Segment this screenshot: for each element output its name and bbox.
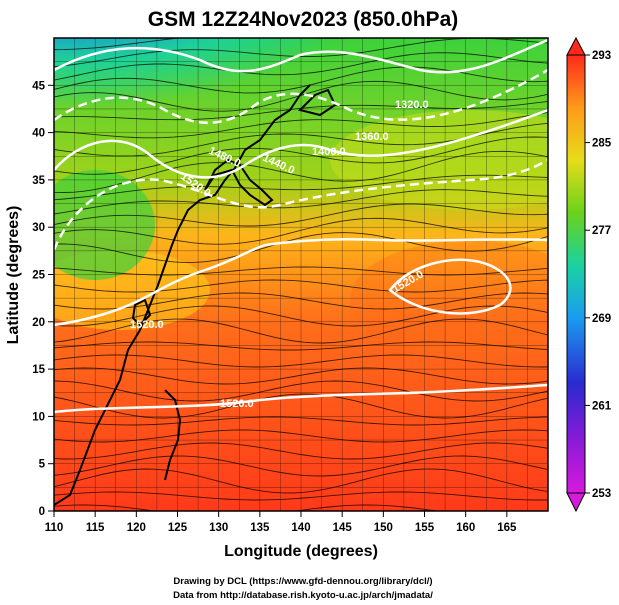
- contour-label: 1520.0: [220, 398, 254, 410]
- contour-label: 1400.0: [312, 146, 346, 158]
- streamline: [54, 367, 548, 385]
- streamline: [54, 52, 548, 81]
- streamline: [54, 468, 548, 494]
- y-tick-label: 0: [39, 506, 45, 518]
- streamline: [54, 292, 548, 310]
- map-title: GSM 12Z24Nov2023 (850.0hPa): [148, 8, 459, 31]
- x-tick-label: 115: [86, 522, 105, 534]
- x-tick-label: 160: [456, 522, 475, 534]
- streamline: [54, 100, 548, 121]
- streamline: [54, 38, 364, 51]
- contour-label: 1360.0: [355, 131, 389, 143]
- x-tick-label: 125: [168, 522, 188, 534]
- warm-region-east: [350, 240, 548, 360]
- credit-line-data: Data from http://database.rish.kyoto-u.a…: [173, 590, 433, 601]
- colorbar-top-arrow: [566, 36, 586, 56]
- plot-area: 1320.0 1360.0 1400.0 1440.0 1480.0 1520.…: [54, 38, 548, 511]
- x-tick-label: 150: [374, 522, 393, 534]
- contour-label: 1520.0: [130, 319, 164, 331]
- credit-line-drawing: Drawing by DCL (https://www.gfd-dennou.o…: [173, 576, 432, 587]
- y-tick-label: 45: [32, 80, 45, 92]
- streamline: [54, 112, 548, 139]
- streamline: [54, 380, 548, 402]
- colorbar-tick-label: 285: [592, 138, 612, 150]
- streamline: [54, 429, 548, 443]
- y-tick-label: 10: [32, 411, 45, 423]
- y-tick-label: 5: [39, 459, 46, 471]
- streamline: [54, 189, 548, 215]
- y-tick-label: 25: [32, 270, 45, 282]
- streamline: [54, 136, 548, 175]
- y-tick-label: 35: [32, 175, 45, 187]
- coastline: [54, 84, 337, 506]
- y-tick-label: 30: [32, 222, 45, 234]
- streamline: [54, 491, 548, 501]
- streamline: [54, 174, 548, 201]
- streamline: [54, 203, 548, 227]
- x-tick-label: 110: [45, 522, 64, 534]
- streamline: [54, 217, 548, 245]
- yellow-band-north: [330, 110, 548, 210]
- x-tick-label: 120: [127, 522, 146, 534]
- geopotential-contours: [54, 38, 548, 414]
- y-tick-label: 40: [32, 128, 45, 140]
- streamline: [54, 455, 548, 477]
- contour-label: 1320.0: [395, 99, 429, 111]
- y-axis-ticks: 0 5 10 15 20 25 30 35 40 45: [32, 80, 54, 518]
- streamline: [54, 66, 548, 94]
- colorbar-ticks: 253 261 269 277 285 293: [585, 50, 612, 500]
- streamline: [54, 279, 548, 293]
- streamline: [54, 354, 548, 368]
- colorbar-tick-label: 261: [592, 400, 612, 412]
- streamline: [54, 305, 548, 327]
- x-tick-label: 135: [250, 522, 270, 534]
- x-tick-label: 145: [333, 522, 353, 534]
- y-tick-label: 15: [32, 364, 45, 376]
- streamline: [54, 442, 548, 460]
- colorbar-bottom-arrow: [566, 492, 586, 513]
- x-tick-label: 155: [415, 522, 435, 534]
- x-tick-label: 140: [291, 522, 310, 534]
- x-axis-ticks: 110 115 120 125 130 135 140 145 150 155 160 165: [45, 511, 517, 534]
- colorbar-tick-label: 253: [592, 488, 611, 500]
- colorbar: 253 261 269 277 285 293: [566, 36, 612, 513]
- colorbar-tick-label: 293: [592, 50, 611, 62]
- colorbar-tick-label: 269: [592, 313, 611, 325]
- streamline: [54, 416, 548, 426]
- colorbar-scale: [566, 54, 586, 494]
- streamline: [54, 341, 548, 351]
- y-axis-label: Latitude (degrees): [5, 206, 22, 345]
- x-tick-label: 130: [209, 522, 228, 534]
- streamline: [54, 318, 548, 344]
- y-tick-label: 20: [32, 317, 45, 329]
- x-tick-label: 165: [497, 522, 517, 534]
- x-axis-label: Longitude (degrees): [224, 543, 378, 560]
- colorbar-tick-label: 277: [592, 225, 611, 237]
